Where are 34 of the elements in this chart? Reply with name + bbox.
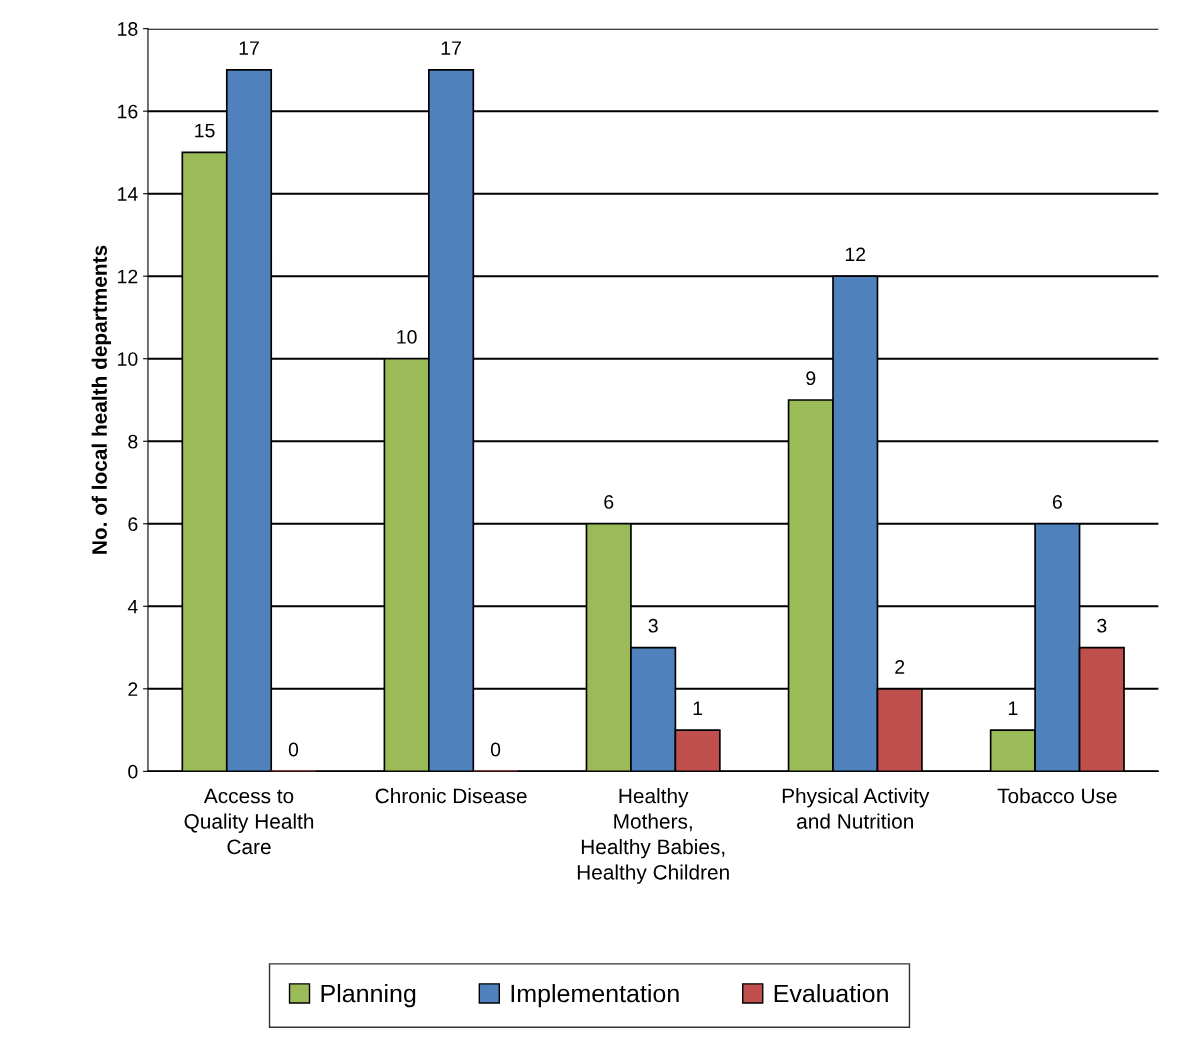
y-tick-label: 0 [128, 764, 138, 779]
data-label: 0 [288, 742, 299, 757]
y-tick-label: 6 [128, 517, 138, 532]
legend-label: Planning [321, 983, 416, 1008]
x-tick-label: Healthy Mothers, Healthy Babies, Healthy Children [577, 788, 729, 884]
data-label: 17 [441, 41, 461, 55]
data-label: 1 [693, 701, 703, 715]
y-tick-label: 2 [128, 682, 138, 696]
y-tick-label: 8 [128, 434, 138, 449]
y-tick-label: 10 [118, 352, 138, 366]
x-tick-label: Tobacco Use [997, 788, 1117, 804]
y-tick-label: 16 [118, 104, 138, 119]
data-label: 12 [845, 247, 866, 262]
y-tick-label: 4 [127, 599, 138, 614]
legend-label: Implementation [511, 983, 679, 1008]
x-tick-label: Chronic Disease [375, 788, 527, 804]
data-label: 0 [490, 742, 501, 757]
data-label: 10 [397, 330, 417, 344]
data-label: 1 [1008, 701, 1018, 715]
data-label: 3 [648, 618, 658, 633]
x-tick-label: Physical Activity and Nutrition [782, 788, 930, 829]
data-label: 15 [195, 123, 215, 138]
y-tick-label: 12 [118, 269, 138, 284]
data-label: 6 [604, 495, 614, 509]
y-axis-title: No. of local health departments [91, 245, 112, 554]
data-label: 3 [1097, 618, 1107, 633]
data-label: 17 [239, 41, 259, 55]
data-label: 9 [806, 371, 816, 386]
y-tick-label: 14 [118, 187, 138, 201]
data-label: 6 [1052, 495, 1062, 509]
data-label: 2 [895, 660, 905, 674]
legend-label: Evaluation [774, 983, 888, 1003]
x-tick-label: Access to Quality Health Care [184, 788, 314, 855]
y-tick-label: 18 [118, 22, 138, 36]
